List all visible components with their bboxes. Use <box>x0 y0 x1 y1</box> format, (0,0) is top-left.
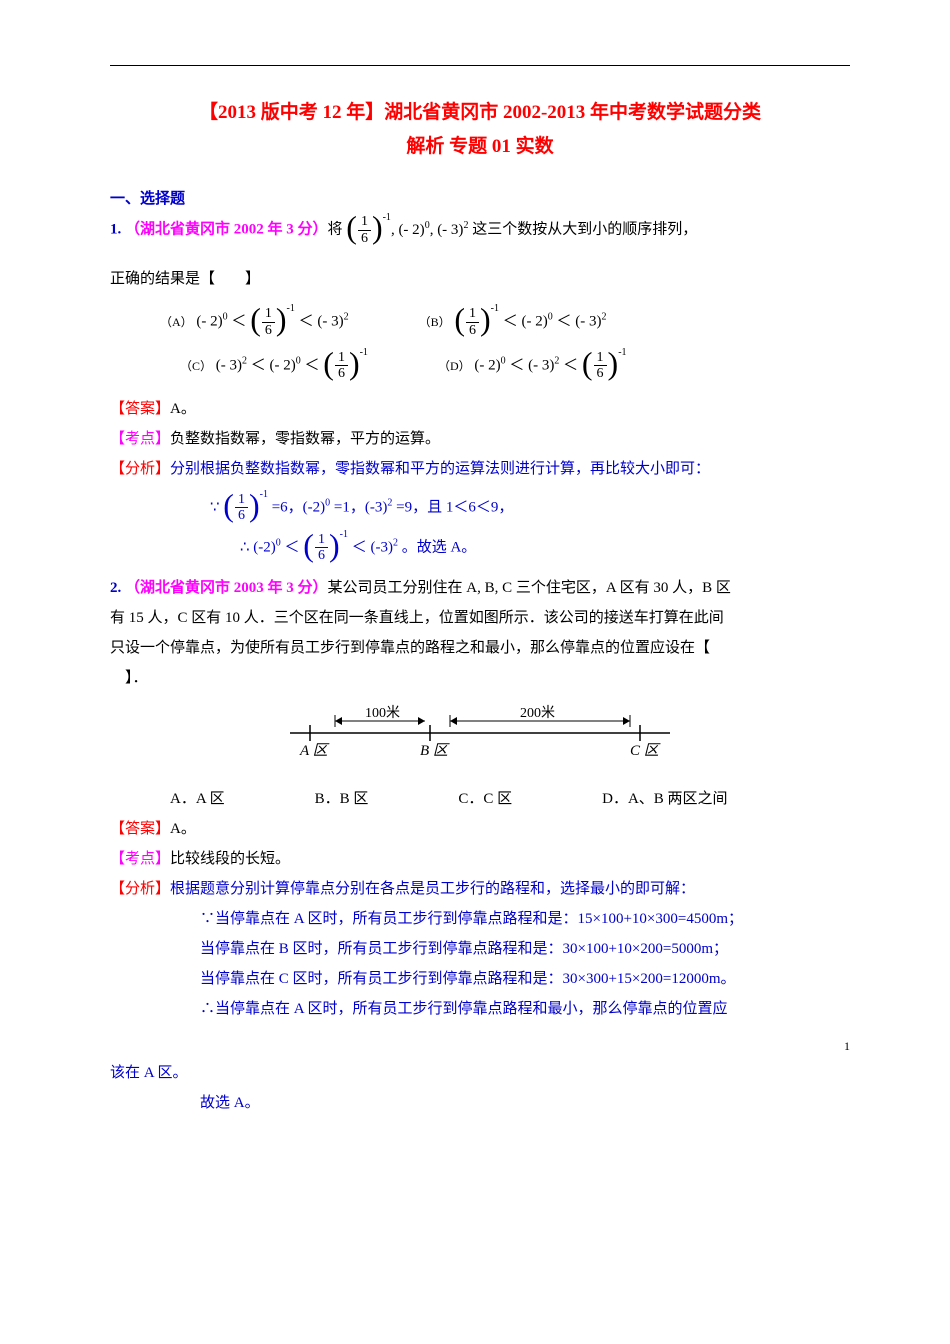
q2-choice-b: B．B 区 <box>315 784 369 814</box>
q2-work1: ∵当停靠点在 A 区时，所有员工步行到停靠点路程和是：15×100+10×300… <box>200 904 850 934</box>
q2-text-c: 只设一个停靠点，为使所有员工步行到停靠点的路程之和最小，那么停靠点的位置应设在【 <box>110 633 850 663</box>
answer-text: A。 <box>170 821 196 837</box>
kaodian-label: 【考点】 <box>110 851 170 867</box>
q2-answer: 【答案】A。 <box>110 814 850 844</box>
q1-work-line2: ∴ (-2)0 ＜ (16)-1 ＜ (-3)2 。故选 A。 <box>240 532 850 564</box>
q2-text-a: 某公司员工分别住在 A, B, C 三个住宅区，A 区有 30 人，B 区 <box>328 580 731 596</box>
label-A: A 区 <box>299 743 330 759</box>
label-B: B 区 <box>420 743 450 759</box>
q1-optB: （B） (16)-1 ＜ (- 2)0 ＜ (- 3)2 <box>419 306 607 338</box>
q2-work4a: ∴当停靠点在 A 区时，所有员工步行到停靠点路程和最小，那么停靠点的位置应 <box>200 994 850 1024</box>
dist-200: 200米 <box>520 705 555 721</box>
q1-expr: (16)-1, (- 2)0, (- 3)2 <box>346 222 472 238</box>
question-1-stem: 1. （湖北省黄冈市 2002 年 3 分）将 (16)-1, (- 2)0, … <box>110 214 850 246</box>
q1-optC: （C） (- 3)2 ＜ (- 2)0 ＜ (16)-1 <box>180 350 368 382</box>
answer-text: A。 <box>170 401 196 417</box>
q1-number: 1. <box>110 222 125 238</box>
fenxi-text: 根据题意分别计算停靠点分别在各点是员工步行的路程和，选择最小的即可解： <box>170 881 695 897</box>
q2-text-d: 】． <box>110 663 850 693</box>
q1-text-a: 将 <box>328 222 343 238</box>
q1-optA: （A） (- 2)0 ＜ (16)-1 ＜ (- 3)2 <box>160 306 349 338</box>
number-line-diagram: 100米 200米 A 区 B 区 C 区 <box>270 703 690 763</box>
kaodian-text: 比较线段的长短。 <box>170 851 290 867</box>
q2-number: 2. <box>110 580 125 596</box>
q2-text-b: 有 15 人，C 区有 10 人．三个区在同一条直线上，位置如图所示．该公司的接… <box>110 603 850 633</box>
page-number: 1 <box>110 1034 850 1058</box>
q1-work-line1: ∵ (16)-1 =6，(-2)0 =1，(-3)2 =9，且 1＜6＜9， <box>210 492 850 524</box>
q1-fenxi: 【分析】分别根据负整数指数幂，零指数幂和平方的运算法则进行计算，再比较大小即可： <box>110 454 850 484</box>
answer-label: 【答案】 <box>110 401 170 417</box>
q1-text-b: 这三个数按从大到小的顺序排列， <box>472 222 697 238</box>
doc-title: 【2013 版中考 12 年】湖北省黄冈市 2002-2013 年中考数学试题分… <box>110 96 850 164</box>
q2-work2: 当停靠点在 B 区时，所有员工步行到停靠点路程和是：30×100+10×200=… <box>200 934 850 964</box>
dist-100: 100米 <box>365 705 400 721</box>
q2-fenxi: 【分析】根据题意分别计算停靠点分别在各点是员工步行的路程和，选择最小的即可解： <box>110 874 850 904</box>
q2-kaodian: 【考点】比较线段的长短。 <box>110 844 850 874</box>
section-heading: 一、选择题 <box>110 184 850 214</box>
kaodian-label: 【考点】 <box>110 431 170 447</box>
q2-choice-d: D．A、B 两区之间 <box>602 784 727 814</box>
top-rule <box>110 65 850 66</box>
q1-kaodian: 【考点】负整数指数幂，零指数幂，平方的运算。 <box>110 424 850 454</box>
q1-text-c: 正确的结果是【 】 <box>110 264 850 294</box>
q2-work4b: 该在 A 区。 <box>110 1058 850 1088</box>
fenxi-label: 【分析】 <box>110 881 170 897</box>
q1-options-row2: （C） (- 3)2 ＜ (- 2)0 ＜ (16)-1 （D） (- 2)0 … <box>180 350 850 382</box>
q2-diagram: 100米 200米 A 区 B 区 C 区 <box>110 703 850 774</box>
title-line2: 解析 专题 01 实数 <box>406 136 553 157</box>
answer-label: 【答案】 <box>110 821 170 837</box>
label-C: C 区 <box>630 743 661 759</box>
title-line1: 【2013 版中考 12 年】湖北省黄冈市 2002-2013 年中考数学试题分… <box>199 102 761 123</box>
q2-work5: 故选 A。 <box>200 1088 850 1118</box>
q2-source: （湖北省黄冈市 2003 年 3 分） <box>125 580 328 596</box>
fenxi-text: 分别根据负整数指数幂，零指数幂和平方的运算法则进行计算，再比较大小即可： <box>170 461 710 477</box>
question-2-stem: 2. （湖北省黄冈市 2003 年 3 分）某公司员工分别住在 A, B, C … <box>110 573 850 603</box>
q1-optD: （D） (- 2)0 ＜ (- 3)2 ＜ (16)-1 <box>438 350 627 382</box>
kaodian-text: 负整数指数幂，零指数幂，平方的运算。 <box>170 431 440 447</box>
q1-source: （湖北省黄冈市 2002 年 3 分） <box>125 222 328 238</box>
q2-choice-a: A．A 区 <box>170 784 225 814</box>
q2-choices: A．A 区 B．B 区 C．C 区 D．A、B 两区之间 <box>170 784 850 814</box>
q1-answer: 【答案】A。 <box>110 394 850 424</box>
q1-options-row1: （A） (- 2)0 ＜ (16)-1 ＜ (- 3)2 （B） (16)-1 … <box>160 306 850 338</box>
fenxi-label: 【分析】 <box>110 461 170 477</box>
q2-choice-c: C．C 区 <box>458 784 512 814</box>
q2-work3: 当停靠点在 C 区时，所有员工步行到停靠点路程和是：30×300+15×200=… <box>200 964 850 994</box>
